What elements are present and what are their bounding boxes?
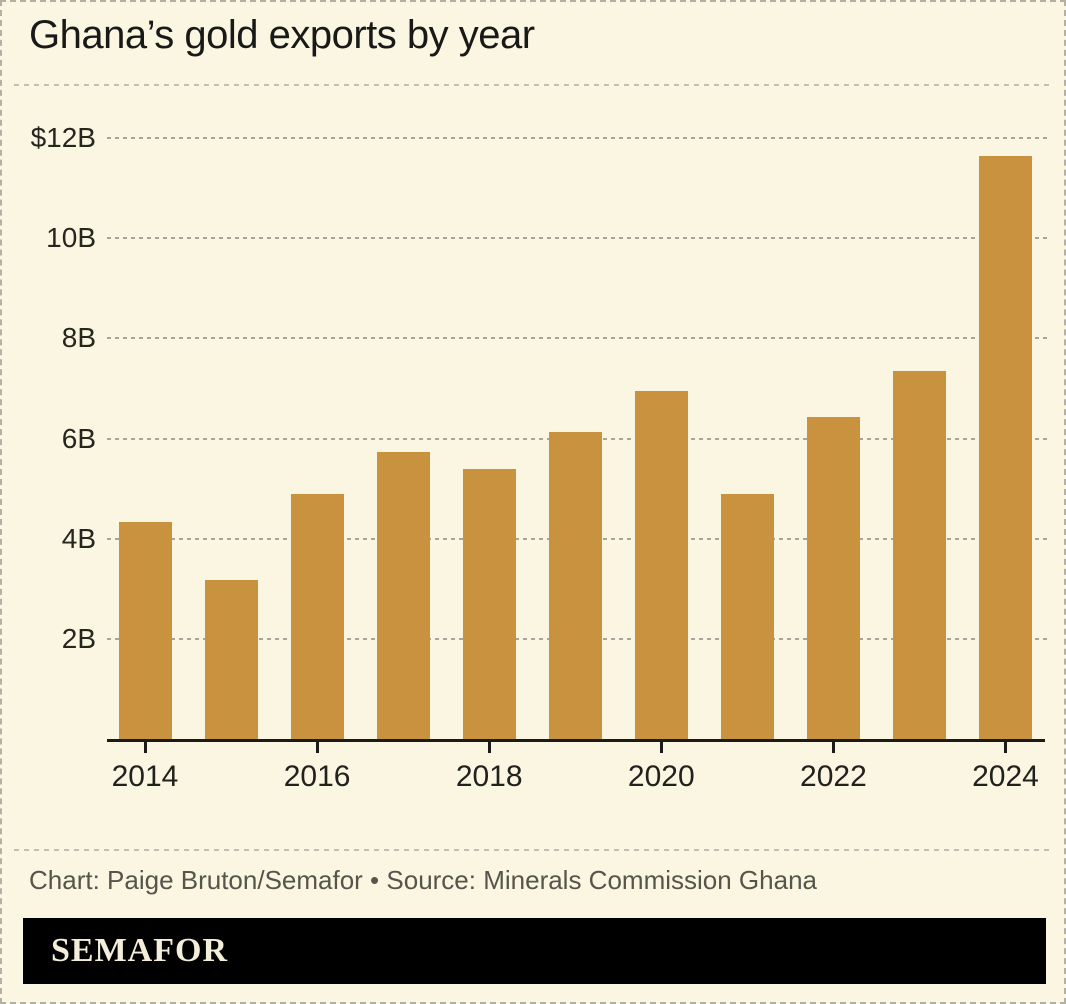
semafor-logo: SEMAFOR (51, 932, 228, 969)
y-axis-label-4B: 4B (61, 522, 96, 554)
x-axis-tick-2024 (1004, 742, 1007, 753)
x-axis-tick-2016 (315, 742, 319, 753)
bar-2021[interactable] (720, 494, 774, 740)
footer-separator (14, 849, 1052, 851)
y-axis-label-2B: 2B (61, 623, 96, 655)
x-axis-label-2024: 2024 (972, 760, 1039, 793)
x-axis-tick-2022 (831, 742, 835, 753)
bar-2018[interactable] (462, 469, 516, 740)
bar-2024[interactable] (979, 156, 1032, 740)
bar-2020[interactable] (634, 391, 688, 740)
semafor-logo-bar: SEMAFOR (23, 918, 1046, 984)
title-separator (14, 84, 1052, 86)
bar-2017[interactable] (376, 452, 430, 740)
y-axis-label-8B: 8B (61, 322, 96, 354)
x-axis-label-2018: 2018 (455, 760, 523, 793)
bar-2019[interactable] (548, 432, 602, 740)
x-axis-tick-2020 (659, 742, 663, 753)
gridline-8B (107, 337, 1047, 340)
x-axis-label-2016: 2016 (283, 760, 351, 793)
y-axis-label-6B: 6B (61, 422, 96, 454)
x-axis-label-2022: 2022 (800, 760, 867, 793)
bar-2023[interactable] (892, 371, 946, 740)
bar-2016[interactable] (290, 494, 344, 740)
bar-2022[interactable] (806, 417, 860, 740)
x-axis-tick-2014 (143, 742, 147, 753)
y-axis-label-10B: 10B (46, 222, 96, 253)
x-axis-label-2020: 2020 (627, 760, 695, 793)
bar-2015[interactable] (204, 580, 258, 740)
y-axis-label-12B: $12B (30, 121, 96, 153)
gridline-12B (107, 136, 1047, 139)
chart-title: Ghana’s gold exports by year (29, 13, 535, 57)
gridline-10B (107, 237, 1047, 239)
x-axis-line (107, 739, 1045, 742)
x-axis-label-2014: 2014 (111, 760, 179, 793)
x-axis-tick-2018 (487, 742, 491, 753)
bar-2014[interactable] (118, 522, 172, 740)
credit-line: Chart: Paige Bruton/Semafor • Source: Mi… (29, 865, 817, 895)
